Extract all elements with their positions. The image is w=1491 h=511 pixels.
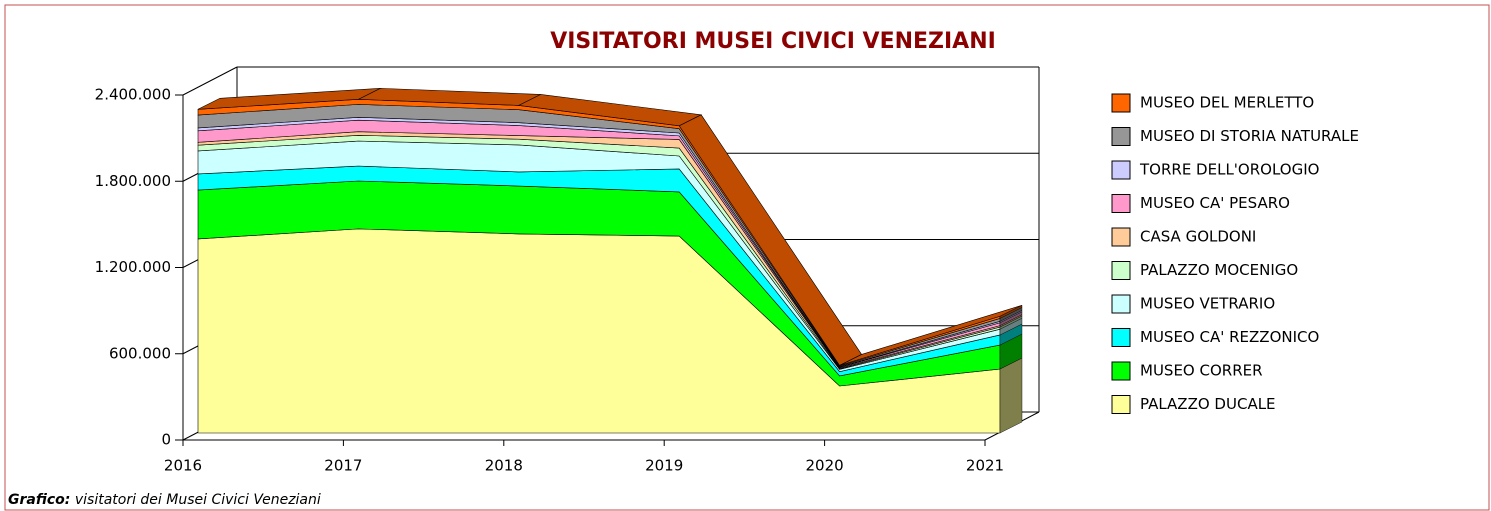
- x-tick-label: 2016: [164, 457, 202, 475]
- legend-label: MUSEO DEL MERLETTO: [1140, 94, 1314, 112]
- legend-label: MUSEO CORRER: [1140, 362, 1263, 380]
- legend-swatch: [1111, 328, 1131, 347]
- legend-label: MUSEO DI STORIA NATURALE: [1140, 127, 1359, 145]
- legend-label: PALAZZO DUCALE: [1140, 395, 1276, 413]
- x-tick-label: 2019: [645, 457, 683, 475]
- legend-label: PALAZZO MOCENIGO: [1140, 261, 1298, 279]
- legend-swatch: [1111, 194, 1131, 213]
- legend-swatch: [1111, 395, 1131, 414]
- x-tick-label: 2018: [485, 457, 523, 475]
- area-side: [999, 357, 1023, 434]
- area: [197, 228, 1001, 434]
- legend-swatch: [1111, 93, 1131, 113]
- y-tick-label: 2.400.000: [95, 86, 171, 104]
- chart-frame: [4, 4, 1490, 511]
- legend-swatch: [1111, 227, 1131, 247]
- x-tick-label: 2021: [966, 457, 1004, 475]
- grid-line: [182, 66, 238, 96]
- legend-swatch: [1111, 361, 1131, 381]
- area-side: [999, 304, 1023, 319]
- y-tick-label: 1.800.000: [95, 172, 171, 190]
- chart-title: VISITATORI MUSEI CIVICI VENEZIANI: [550, 29, 996, 54]
- legend-label: MUSEO CA' PESARO: [1140, 194, 1290, 212]
- legend-swatch: [1111, 294, 1131, 314]
- legend-swatch: [1111, 261, 1131, 280]
- source: Grafico: visitatori dei Musei Civici Ven…: [8, 492, 321, 508]
- legend-label: TORRE DELL'OROLOGIO: [1139, 161, 1319, 179]
- legend-label: MUSEO VETRARIO: [1140, 295, 1275, 313]
- legend-label: CASA GOLDONI: [1140, 228, 1256, 246]
- x-tick-label: 2017: [324, 457, 362, 475]
- legend-swatch: [1111, 160, 1131, 180]
- legend-label: MUSEO CA' REZZONICO: [1140, 328, 1319, 346]
- y-tick-label: 1.200.000: [95, 258, 171, 276]
- x-tick-label: 2020: [806, 457, 844, 475]
- source-label: Grafico:: [8, 492, 70, 508]
- y-tick-label: 0: [161, 431, 171, 449]
- legend-swatch: [1111, 127, 1131, 146]
- source-text: visitatori dei Musei Civici Veneziani: [75, 492, 321, 508]
- y-tick-label: 600.000: [109, 344, 171, 362]
